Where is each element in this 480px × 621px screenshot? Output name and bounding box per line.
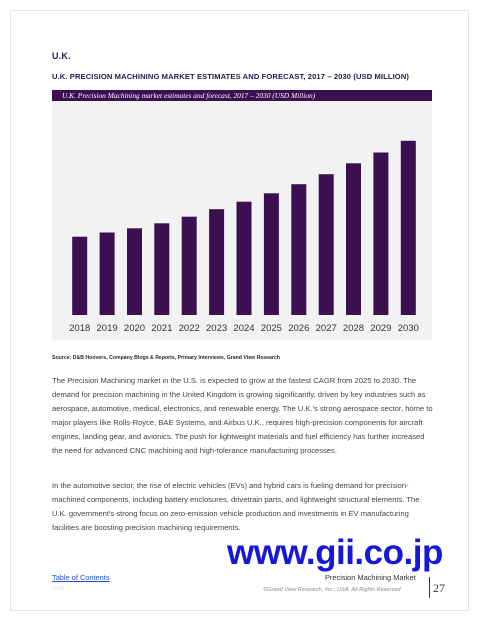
bar-2028 — [346, 163, 361, 315]
x-tick-label-2023: 2023 — [206, 323, 227, 334]
x-tick-label-2028: 2028 — [343, 323, 364, 334]
x-tick-label-2026: 2026 — [288, 323, 309, 334]
bar-2026 — [291, 184, 307, 315]
footer-copyright: ©Grand View Research, Inc., USA. All Rig… — [263, 587, 401, 593]
section-title: U.K. — [52, 51, 71, 61]
source-note: Source: D&B Hoovers, Company Blogs & Rep… — [52, 355, 280, 361]
footer-divider — [429, 577, 430, 598]
bar-2024 — [236, 201, 252, 315]
watermark-logo: www.gii.co.jp — [227, 533, 443, 572]
bar-2019 — [99, 232, 115, 315]
chart-plot-area: 2018 2019 2020 2021 2022 2023 2024 2025 2026 2027… — [52, 101, 432, 340]
x-tick-label-2018: 2018 — [69, 323, 90, 334]
chart-title: U.K. Precision Machining market estimate… — [62, 91, 316, 100]
bar-2025 — [263, 193, 279, 315]
bar-2029 — [373, 152, 389, 315]
bar-2030 — [400, 140, 416, 315]
body-paragraph-2: In the automotive sector, the rise of el… — [52, 481, 420, 533]
bar-2021 — [154, 223, 170, 315]
x-tick-label-2020: 2020 — [124, 323, 145, 334]
x-tick-label-2027: 2027 — [316, 323, 337, 334]
table-of-contents-link[interactable]: Table of Contents — [52, 573, 110, 582]
page-border — [10, 10, 469, 611]
body-paragraph-1: The Precision Machining market in the U.… — [52, 376, 433, 456]
x-tick-label-2030: 2030 — [398, 323, 419, 334]
bar-2027 — [318, 174, 334, 315]
x-tick-label-2021: 2021 — [151, 323, 172, 334]
x-tick-label-2025: 2025 — [261, 323, 282, 334]
x-tick-label-2024: 2024 — [233, 323, 254, 334]
footer-report-title: Precision Machining Market — [325, 573, 416, 582]
bar-2020 — [127, 228, 142, 315]
chart-svg: 2018 2019 2020 2021 2022 2023 2024 2025 2026 2027… — [69, 140, 419, 334]
page-number: 27 — [433, 581, 445, 595]
figure-title: U.K. PRECISION MACHINING MARKET ESTIMATE… — [52, 72, 410, 81]
chart-title-banner: U.K. Precision Machining market estimate… — [52, 90, 432, 101]
footer-faint-mark: GVR — [52, 586, 65, 592]
x-tick-label-2019: 2019 — [97, 323, 118, 334]
bar-2023 — [209, 209, 225, 315]
bar-2018 — [72, 236, 88, 315]
x-tick-label-2022: 2022 — [179, 323, 200, 334]
bar-2022 — [181, 216, 197, 315]
x-tick-label-2029: 2029 — [370, 323, 391, 334]
bar-chart: U.K. Precision Machining market estimate… — [52, 90, 432, 340]
